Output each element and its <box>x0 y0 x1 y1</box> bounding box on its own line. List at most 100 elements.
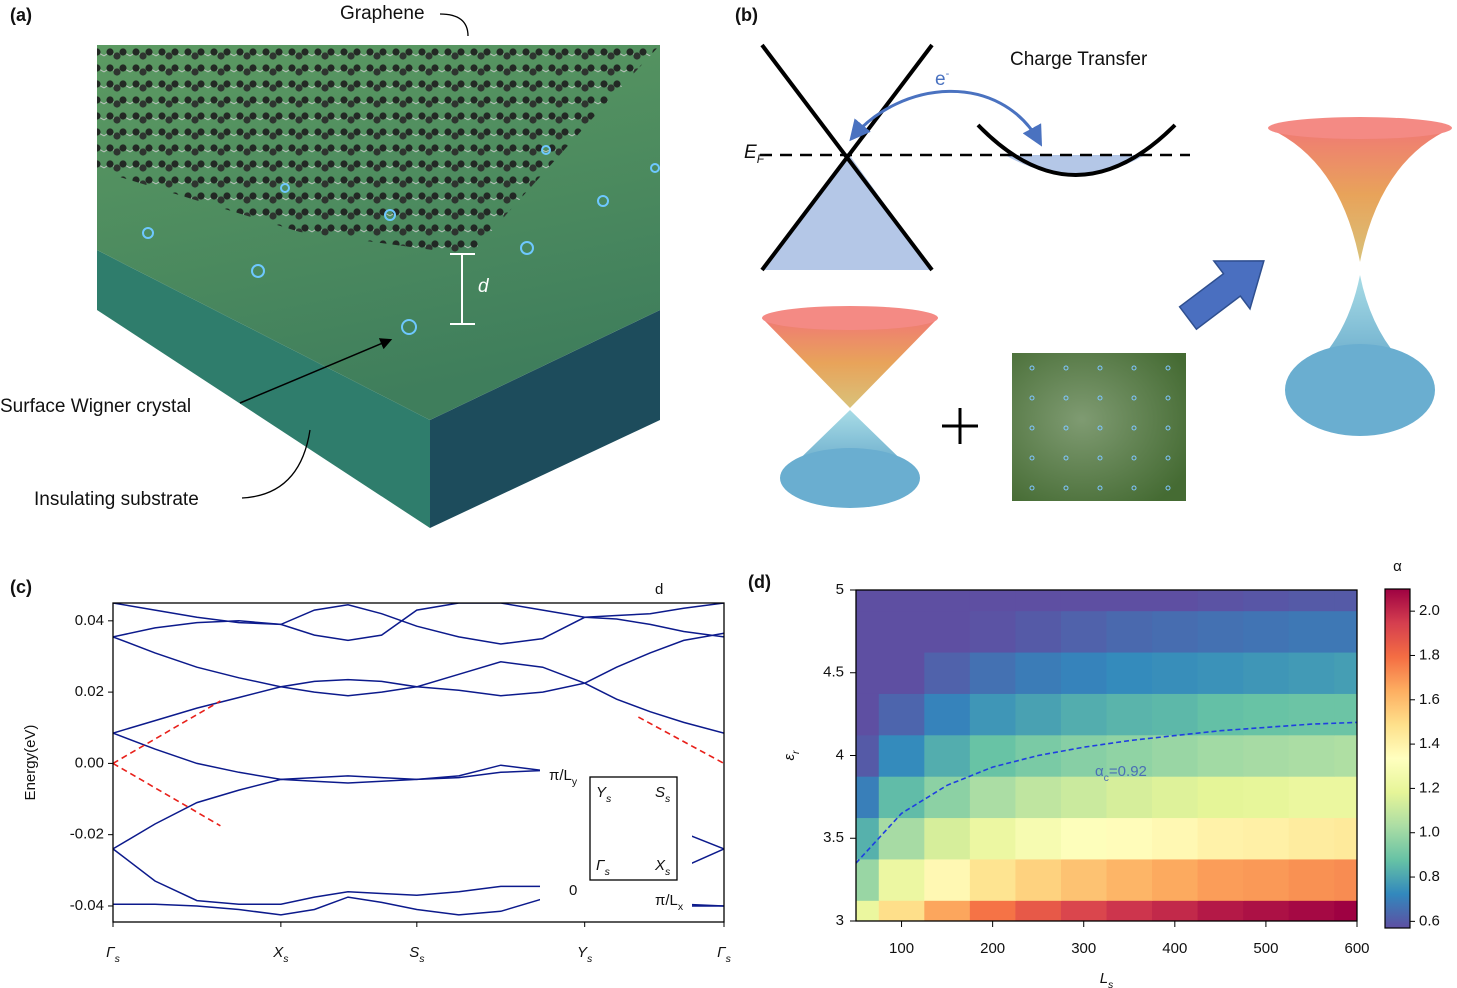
heat-cell <box>924 693 971 736</box>
heat-cell <box>1197 693 1244 736</box>
heat-cell <box>924 652 971 694</box>
y-tick-label: 3.5 <box>823 829 844 846</box>
heat-cell <box>924 817 971 860</box>
contour-label: αc=0.92 <box>1095 763 1147 784</box>
heat-cell <box>1106 590 1153 612</box>
heat-cell <box>1152 610 1199 653</box>
heat-cell <box>1106 817 1153 860</box>
heat-cell <box>878 858 925 901</box>
inset-label: Γs <box>596 857 611 878</box>
cone-base <box>780 448 920 508</box>
heat-cell <box>856 693 880 736</box>
colorbar-label: α <box>1393 558 1402 575</box>
heatmap <box>856 590 1357 921</box>
panel-label: (c) <box>10 577 32 597</box>
heat-cell <box>1288 776 1335 819</box>
fermi-label: EF <box>744 142 765 166</box>
text-part: 0 <box>569 882 577 899</box>
text-part: s <box>1108 979 1114 988</box>
dot <box>1165 485 1171 491</box>
text-part: Y <box>577 944 588 961</box>
y-tick-label: -0.04 <box>70 897 104 914</box>
heat-cell <box>1197 652 1244 694</box>
heat-cell <box>878 590 925 612</box>
slab-front <box>97 250 430 528</box>
inset-label: Ys <box>596 784 612 805</box>
dot <box>1029 425 1035 431</box>
heat-cell <box>856 610 880 653</box>
panel-label: (b) <box>735 5 758 25</box>
colorbar <box>1384 588 1411 929</box>
band-line <box>113 700 221 765</box>
colorbar-tick-label: 0.6 <box>1419 912 1440 929</box>
heat-cell <box>1334 590 1357 612</box>
y-axis-label: Energy(eV) <box>22 725 39 801</box>
y-tick-label: 0.00 <box>75 754 104 771</box>
pointer <box>439 13 469 37</box>
heat-cell <box>1106 652 1153 694</box>
text-part: s <box>419 953 425 965</box>
colorbar-tick-label: 0.8 <box>1419 868 1440 885</box>
x-tick-label: Ss <box>409 944 425 965</box>
panel-a: (a) Graphene d Surface Wigner crystal In… <box>0 3 660 528</box>
heat-cell <box>1334 858 1357 901</box>
panel-label: (a) <box>10 5 32 25</box>
band-line <box>113 682 724 734</box>
heat-cell <box>1152 590 1199 612</box>
heat-cell <box>878 817 925 860</box>
dot <box>1165 395 1171 401</box>
heat-cell <box>878 610 925 653</box>
text-part: s <box>726 953 732 965</box>
heat-cell <box>856 734 880 777</box>
heat-cell <box>969 900 1016 921</box>
wigner-electrons <box>142 145 660 335</box>
heat-cell <box>1060 900 1107 921</box>
heat-cell <box>969 817 1016 860</box>
heat-cell <box>969 776 1016 819</box>
dot <box>1131 365 1137 371</box>
band-line <box>638 716 724 765</box>
text-part: 1.0 <box>1419 824 1440 841</box>
heat-cell <box>856 817 880 860</box>
y-tick-label: -0.02 <box>70 826 104 843</box>
colorbar-tick-label: 1.0 <box>1419 824 1440 841</box>
colorbar-tick-label: 2.0 <box>1419 602 1440 619</box>
x-tick-label: Γs <box>106 944 121 965</box>
text-part: s <box>665 793 671 805</box>
heat-cell <box>856 900 880 921</box>
colorbar-tick-label: 1.6 <box>1419 691 1440 708</box>
dot <box>1165 365 1171 371</box>
text-part: s <box>115 953 121 965</box>
heat-cell <box>1106 610 1153 653</box>
dot <box>1097 455 1103 461</box>
y-tick-label: 4.5 <box>823 664 844 681</box>
heat-cell <box>1243 900 1290 921</box>
dot <box>1165 425 1171 431</box>
text-part: =0.92 <box>1109 763 1147 780</box>
heat-cell <box>1197 590 1244 612</box>
mask <box>540 768 692 921</box>
heat-cell <box>1152 817 1199 860</box>
y-tick-label: 3 <box>836 912 844 929</box>
band-line <box>113 603 724 642</box>
big-arrow <box>1178 260 1265 331</box>
heat-cell <box>1060 858 1107 901</box>
annotation: π/Ly <box>549 767 578 788</box>
label: Insulating substrate <box>34 489 199 510</box>
text-part: Γ <box>596 857 606 874</box>
heat-cell <box>1152 693 1199 736</box>
text-part: 0.00 <box>75 754 104 771</box>
cone-top <box>1268 117 1452 139</box>
dot <box>1063 485 1069 491</box>
transfer-arrow <box>849 89 1043 147</box>
colorbar-tick-label: 1.8 <box>1419 646 1440 663</box>
heat-cell <box>856 858 880 901</box>
heat-cell <box>1288 693 1335 736</box>
heat-cell <box>1015 693 1062 736</box>
x-tick-label: 300 <box>1071 940 1096 957</box>
x-tick-label: 500 <box>1253 940 1278 957</box>
dot <box>1029 485 1035 491</box>
text-part: s <box>605 866 611 878</box>
dot <box>1165 455 1171 461</box>
heat-cell <box>1106 693 1153 736</box>
